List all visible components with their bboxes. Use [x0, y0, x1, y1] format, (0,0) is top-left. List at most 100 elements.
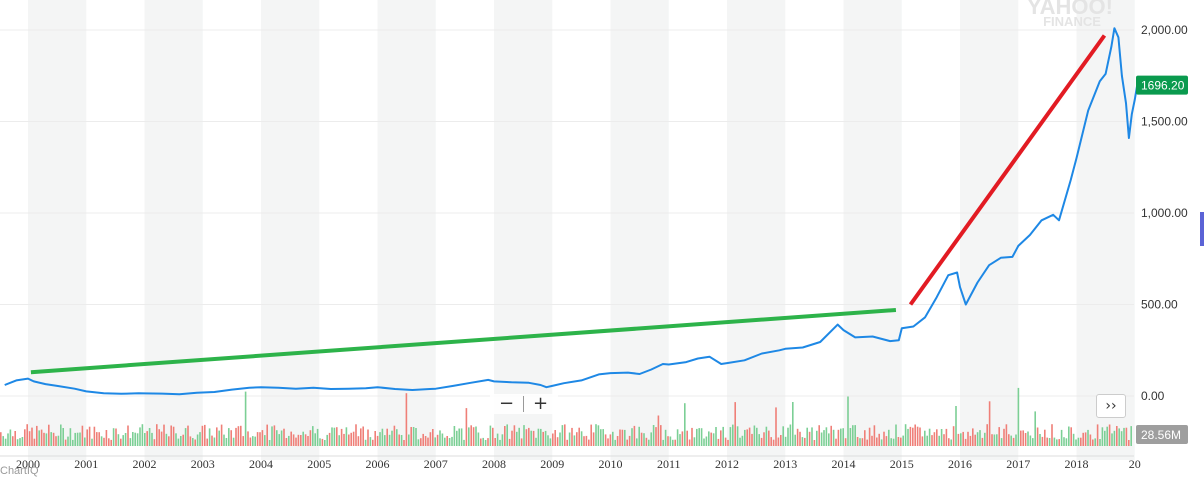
volume-bar	[672, 439, 674, 446]
y-tick-label: 1,000.00	[1141, 206, 1188, 220]
volume-bar	[825, 427, 828, 446]
volume-bar	[537, 428, 540, 446]
volume-bar	[7, 433, 9, 446]
volume-bar	[890, 438, 892, 446]
volume-bar	[700, 428, 703, 446]
volume-bar	[436, 434, 439, 446]
zoom-out-button[interactable]: −	[498, 393, 515, 414]
volume-bar	[1003, 428, 1005, 446]
panel-edge-handle[interactable]	[1200, 212, 1204, 246]
volume-bar	[768, 430, 770, 446]
volume-bar	[780, 435, 782, 446]
watermark-line2: FINANCE	[1043, 14, 1101, 29]
volume-bar	[660, 425, 662, 446]
volume-bar	[374, 431, 376, 446]
volume-bar	[362, 426, 364, 446]
volume-bar	[763, 432, 765, 446]
volume-bar	[552, 433, 554, 446]
volume-bar	[916, 426, 919, 446]
volume-bar	[412, 427, 415, 446]
volume-bar	[434, 437, 436, 446]
volume-bar	[751, 433, 753, 446]
volume-bar	[1032, 438, 1034, 446]
year-band	[377, 0, 436, 460]
volume-bar	[1063, 437, 1065, 446]
volume-bar	[674, 439, 676, 446]
volume-bar	[132, 432, 134, 446]
volume-bar	[19, 438, 21, 446]
volume-bar	[962, 431, 964, 446]
volume-bar	[621, 429, 624, 446]
volume-bar	[633, 425, 636, 446]
scroll-to-end-button[interactable]: ››	[1096, 394, 1126, 418]
volume-bar	[259, 432, 261, 446]
x-tick-label: 2013	[773, 457, 797, 471]
volume-bar	[1024, 433, 1027, 446]
volume-bar	[516, 431, 518, 446]
volume-bar	[1068, 426, 1070, 446]
volume-bar	[254, 436, 256, 446]
volume-bar	[972, 428, 974, 446]
volume-bar	[655, 427, 657, 446]
volume-bar	[1128, 440, 1130, 446]
volume-bar	[1130, 426, 1132, 446]
volume-bar	[237, 426, 240, 446]
volume-bar	[307, 436, 309, 446]
volume-bar	[367, 429, 369, 446]
volume-bar	[931, 435, 933, 446]
volume-bar	[352, 431, 355, 446]
volume-label: 28.56M	[1141, 428, 1181, 442]
volume-bar	[1048, 438, 1051, 446]
volume-bar	[340, 428, 343, 446]
volume-bar	[573, 435, 576, 446]
volume-bar	[715, 427, 717, 446]
volume-bar	[439, 430, 441, 446]
year-band	[494, 0, 553, 460]
volume-bar	[129, 438, 132, 446]
volume-bar	[705, 436, 708, 446]
zoom-in-button[interactable]: +	[532, 393, 549, 414]
volume-bar	[964, 438, 967, 446]
volume-bar	[513, 425, 516, 446]
volume-bar	[228, 428, 230, 446]
volume-bar	[924, 430, 926, 446]
volume-bar	[206, 438, 208, 446]
volume-bar	[280, 430, 283, 446]
volume-bar	[182, 434, 184, 446]
volume-bar	[849, 428, 852, 446]
volume-bar	[194, 439, 196, 446]
volume-bar	[333, 427, 336, 446]
volume-bar	[451, 436, 453, 446]
volume-bar	[398, 434, 400, 446]
volume-bar	[878, 433, 880, 446]
volume-bar	[256, 432, 259, 446]
volume-bar	[806, 427, 808, 446]
volume-bar	[782, 426, 784, 446]
volume-bar	[883, 431, 885, 446]
volume-bar	[1113, 430, 1116, 446]
volume-bar	[957, 433, 960, 446]
volume-bar	[532, 430, 535, 446]
watermark-logo: YAHOO! FINANCE	[1027, 0, 1113, 29]
price-series	[4, 27, 1139, 396]
volume-bar	[1072, 433, 1075, 446]
volume-bar	[470, 425, 472, 446]
volume-bar	[165, 433, 168, 446]
volume-bar	[199, 432, 201, 446]
volume-bar	[86, 429, 88, 446]
volume-bar	[146, 431, 148, 446]
volume-bar	[988, 401, 991, 446]
volume-bar	[595, 424, 597, 446]
chartiq-brand: ChartIQ	[0, 465, 39, 477]
volume-bar	[475, 426, 477, 446]
volume-bar	[110, 439, 112, 446]
volume-bar	[364, 439, 367, 446]
volume-bar	[955, 406, 957, 446]
volume-bar	[127, 425, 129, 446]
volume-bar	[578, 427, 580, 446]
last-price-label: 1696.20	[1141, 79, 1185, 93]
volume-bar	[996, 434, 998, 446]
volume-bar	[192, 438, 194, 446]
volume-bar	[249, 437, 252, 446]
volume-bar	[520, 438, 523, 446]
